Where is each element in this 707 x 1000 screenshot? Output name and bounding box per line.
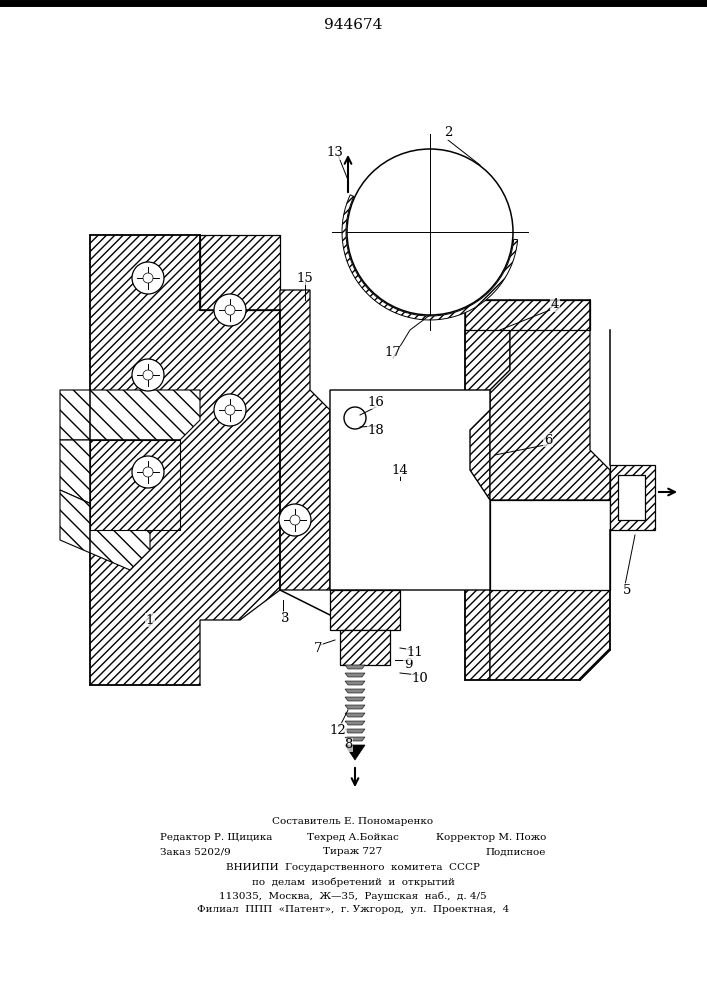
Polygon shape [330,590,400,630]
Text: ВНИИПИ  Государственного  комитета  СССР: ВНИИПИ Государственного комитета СССР [226,863,480,872]
Text: 2: 2 [444,126,452,139]
Polygon shape [490,330,610,500]
Text: Подписное: Подписное [486,848,546,856]
Circle shape [143,467,153,477]
Polygon shape [345,721,365,725]
Circle shape [132,456,164,488]
Polygon shape [345,697,365,701]
Circle shape [225,305,235,315]
Polygon shape [610,465,655,530]
Polygon shape [60,440,180,530]
Polygon shape [90,235,280,685]
Circle shape [214,394,246,426]
Text: Заказ 5202/9: Заказ 5202/9 [160,848,230,856]
Circle shape [143,273,153,283]
Polygon shape [465,300,590,330]
Text: Тираж 727: Тираж 727 [323,848,382,856]
Text: 13: 13 [327,146,344,159]
Polygon shape [490,590,610,680]
Text: 15: 15 [297,271,313,284]
Polygon shape [345,737,365,741]
Polygon shape [280,290,330,590]
Text: 7: 7 [314,642,322,654]
Text: Редактор Р. Щицика: Редактор Р. Щицика [160,834,272,842]
Text: 113035,  Москва,  Ж—35,  Раушская  наб.,  д. 4/5: 113035, Москва, Ж—35, Раушская наб., д. … [219,891,487,901]
Text: 17: 17 [385,347,402,360]
Polygon shape [490,500,610,590]
Polygon shape [465,330,510,680]
Circle shape [279,504,311,536]
Text: 1: 1 [146,613,154,626]
Polygon shape [342,195,518,320]
Polygon shape [345,705,365,709]
Text: 8: 8 [344,738,352,752]
Text: Техред А.Бойкас: Техред А.Бойкас [307,834,399,842]
Polygon shape [345,673,365,677]
Polygon shape [60,490,150,570]
Polygon shape [345,729,365,733]
Text: 14: 14 [392,464,409,477]
Text: Корректор М. Пожо: Корректор М. Пожо [436,834,546,842]
Text: 12: 12 [329,724,346,736]
Polygon shape [345,713,365,717]
Circle shape [344,407,366,429]
Text: Составитель Е. Пономаренко: Составитель Е. Пономаренко [272,818,433,826]
Circle shape [143,370,153,380]
Circle shape [132,359,164,391]
Text: 9: 9 [404,658,412,672]
Text: 4: 4 [551,298,559,312]
Polygon shape [200,235,280,310]
Text: 10: 10 [411,672,428,684]
Circle shape [347,149,513,315]
Text: 16: 16 [368,395,385,408]
Polygon shape [345,665,365,669]
Text: Филиал  ППП  «Патент»,  г. Ужгород,  ул.  Проектная,  4: Филиал ППП «Патент», г. Ужгород, ул. Про… [197,906,509,914]
Text: 11: 11 [407,647,423,660]
Polygon shape [330,390,490,590]
Polygon shape [90,440,180,530]
Polygon shape [345,689,365,693]
Polygon shape [618,475,645,520]
Polygon shape [345,745,365,760]
Circle shape [290,515,300,525]
Text: 944674: 944674 [324,18,382,32]
Text: 3: 3 [281,611,289,624]
Text: 5: 5 [623,584,631,596]
Polygon shape [345,681,365,685]
Circle shape [214,294,246,326]
Circle shape [132,262,164,294]
Text: по  делам  изобретений  и  открытий: по делам изобретений и открытий [252,877,455,887]
Polygon shape [60,390,200,440]
Circle shape [225,405,235,415]
Text: 18: 18 [368,424,385,436]
Text: 6: 6 [544,434,552,446]
Polygon shape [340,630,390,665]
